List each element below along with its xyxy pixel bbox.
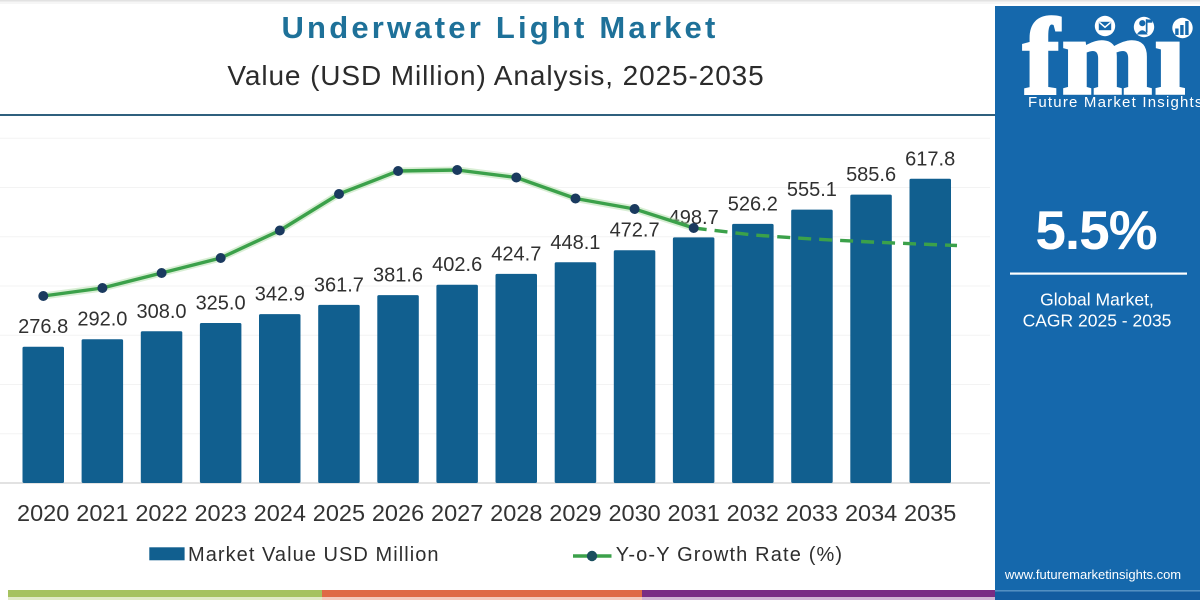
svg-text:2030: 2030 [608,500,660,526]
svg-text:2031: 2031 [668,500,720,526]
svg-text:2033: 2033 [786,500,838,526]
svg-text:325.0: 325.0 [196,293,246,315]
svg-text:2034: 2034 [845,500,897,526]
svg-text:292.0: 292.0 [77,309,127,331]
svg-text:Market Value USD Million: Market Value USD Million [188,544,440,566]
svg-text:585.6: 585.6 [846,164,896,186]
svg-text:402.6: 402.6 [432,254,482,276]
svg-text:472.7: 472.7 [610,220,660,242]
svg-text:526.2: 526.2 [728,193,778,215]
svg-text:2029: 2029 [549,500,601,526]
svg-text:2020: 2020 [17,500,69,526]
svg-text:617.8: 617.8 [905,148,955,170]
svg-text:Value (USD Million) Analysis,: Value (USD Million) Analysis, 2025-2035 [227,60,764,91]
svg-text:448.1: 448.1 [550,232,600,254]
svg-text:2021: 2021 [76,500,128,526]
svg-text:Future Market Insights: Future Market Insights [1028,94,1200,111]
svg-text:Underwater Light Market: Underwater Light Market [281,10,718,45]
svg-text:2026: 2026 [372,500,424,526]
svg-text:2023: 2023 [194,500,246,526]
svg-text:2025: 2025 [313,500,365,526]
svg-text:fmı: fmı [1023,0,1188,117]
svg-text:2032: 2032 [727,500,779,526]
svg-text:www.futuremarketinsights.com: www.futuremarketinsights.com [1004,567,1181,582]
svg-text:2028: 2028 [490,500,542,526]
svg-text:CAGR 2025 - 2035: CAGR 2025 - 2035 [1023,311,1172,331]
svg-text:555.1: 555.1 [787,179,837,201]
svg-text:276.8: 276.8 [18,316,68,338]
svg-text:5.5%: 5.5% [1035,199,1156,261]
svg-text:424.7: 424.7 [491,243,541,265]
svg-text:Y-o-Y Growth Rate (%): Y-o-Y Growth Rate (%) [616,544,844,566]
svg-text:361.7: 361.7 [314,274,364,296]
svg-text:2035: 2035 [904,500,956,526]
svg-text:2022: 2022 [135,500,187,526]
svg-text:308.0: 308.0 [136,301,186,323]
svg-text:2027: 2027 [431,500,483,526]
svg-text:Global Market,: Global Market, [1040,290,1154,310]
svg-text:381.6: 381.6 [373,265,423,287]
svg-text:2024: 2024 [254,500,306,526]
svg-text:342.9: 342.9 [255,284,305,306]
